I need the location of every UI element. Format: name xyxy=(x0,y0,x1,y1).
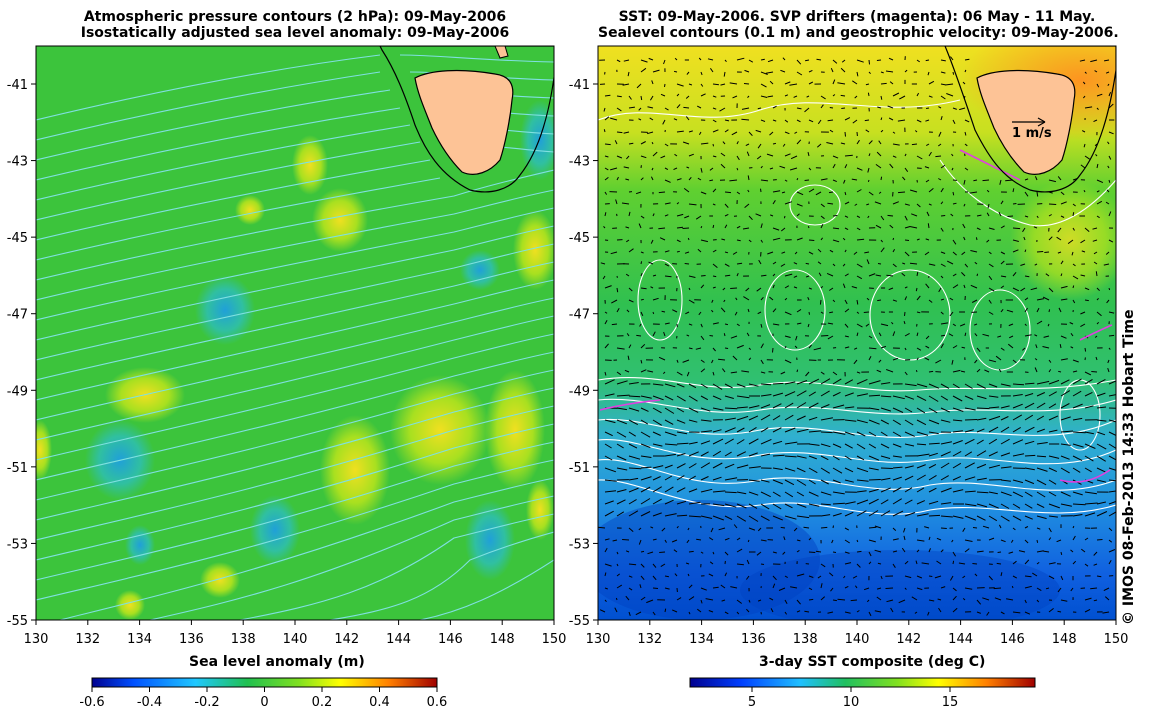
right-lat-label: -49 xyxy=(569,384,590,399)
right-lon-label: 136 xyxy=(741,632,766,647)
left-lon-label: 142 xyxy=(334,632,359,647)
right-lon-label: 142 xyxy=(896,632,921,647)
sst-colorbar xyxy=(689,677,1036,688)
right-lon-label: 138 xyxy=(793,632,818,647)
left-lon-label: 130 xyxy=(24,632,49,647)
sla-colorbar-tick-label: 0.4 xyxy=(369,695,390,710)
left-lat-label: -45 xyxy=(7,231,28,246)
right-lat-label: -45 xyxy=(569,231,590,246)
right-title-line2: Sealevel contours (0.1 m) and geostrophi… xyxy=(598,25,1119,41)
left-lat-label: -53 xyxy=(7,537,28,552)
left-lat-label: -41 xyxy=(7,78,28,93)
right-map xyxy=(598,46,1116,620)
right-lon-label: 144 xyxy=(948,632,973,647)
left-lon-label: 150 xyxy=(542,632,567,647)
right-lon-label: 146 xyxy=(1000,632,1025,647)
sealevel-contours xyxy=(598,99,1116,515)
left-title-line2: Isostatically adjusted sea level anomaly… xyxy=(80,25,510,41)
right-lat-label: -41 xyxy=(569,78,590,93)
right-lon-label: 134 xyxy=(689,632,714,647)
right-lon-label: 130 xyxy=(586,632,611,647)
sla-colorbar-tick-label: 0.6 xyxy=(427,695,448,710)
sst-colorbar-tick-label: 10 xyxy=(843,695,860,710)
right-lon-label: 150 xyxy=(1104,632,1129,647)
sla-colorbar xyxy=(91,677,438,688)
drifter-tracks xyxy=(599,149,1113,483)
left-lon-label: 134 xyxy=(127,632,152,647)
sla-colorbar-tick-label: -0.4 xyxy=(137,695,162,710)
right-lat-label: -55 xyxy=(569,614,590,629)
right-lat-label: -51 xyxy=(569,461,590,476)
sst-colorbar-tick-label: 15 xyxy=(942,695,959,710)
left-lat-label: -49 xyxy=(7,384,28,399)
sst-colorbar-label: 3-day SST composite (deg C) xyxy=(759,654,986,670)
tasmania-land xyxy=(379,46,554,193)
sla-colorbar-label: Sea level anomaly (m) xyxy=(189,654,365,670)
right-lon-label: 140 xyxy=(845,632,870,647)
left-lat-label: -43 xyxy=(7,155,28,170)
right-lat-label: -47 xyxy=(569,308,590,323)
left-lon-label: 136 xyxy=(179,632,204,647)
left-title-line1: Atmospheric pressure contours (2 hPa): 0… xyxy=(83,9,507,25)
right-title-line1: SST: 09-May-2006. SVP drifters (magenta)… xyxy=(618,9,1096,25)
geostrophic-velocity-vectors xyxy=(598,56,1116,617)
left-lon-label: 132 xyxy=(75,632,100,647)
left-lon-label: 138 xyxy=(231,632,256,647)
right-lon-label: 132 xyxy=(637,632,662,647)
left-lon-label: 140 xyxy=(283,632,308,647)
left-lat-label: -51 xyxy=(7,461,28,476)
sla-colorbar-tick-label: -0.6 xyxy=(79,695,104,710)
axes-ticks: 130 132 134 136 138 140 142 144 146 148 150 -41 -43 -… xyxy=(7,78,1129,647)
velocity-scale-arrow xyxy=(1012,117,1046,127)
left-lon-label: 144 xyxy=(386,632,411,647)
left-lon-label: 146 xyxy=(438,632,463,647)
sla-colorbar-tick-label: 0 xyxy=(260,695,268,710)
imos-credit: © IMOS 08-Feb-2013 14:33 Hobart Time xyxy=(1121,309,1137,625)
velocity-scale-label: 1 m/s xyxy=(1012,126,1052,141)
left-map xyxy=(36,46,554,620)
right-lat-label: -53 xyxy=(569,537,590,552)
right-lat-label: -43 xyxy=(569,155,590,170)
left-lat-label: -47 xyxy=(7,308,28,323)
sla-colorbar-tick-label: 0.2 xyxy=(312,695,333,710)
colorbar-ticks: -0.6 -0.4 -0.2 0 0.2 0.4 0.6 5 10 15 xyxy=(79,687,958,710)
sst-colorbar-tick-label: 5 xyxy=(748,695,756,710)
left-lat-label: -55 xyxy=(7,614,28,629)
sla-colorbar-tick-label: -0.2 xyxy=(194,695,219,710)
left-lon-label: 148 xyxy=(490,632,515,647)
right-lon-label: 148 xyxy=(1052,632,1077,647)
